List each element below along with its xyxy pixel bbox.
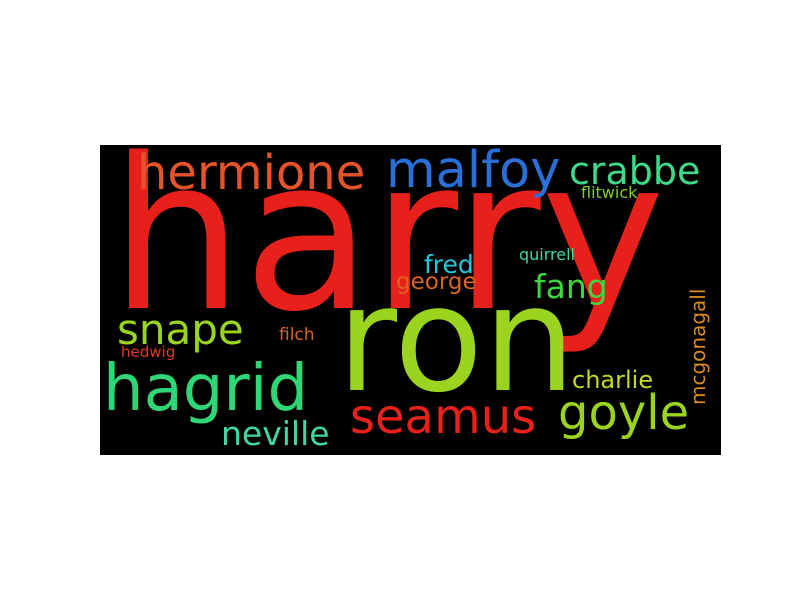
word-snape: snape [117,305,244,354]
word-neville: neville [221,414,330,453]
word-hedwig: hedwig [121,343,176,361]
word-goyle: goyle [558,385,690,441]
word-seamus: seamus [350,389,537,445]
word-charlie: charlie [572,366,654,394]
word-cloud: harry ron hermione malfoy crabbe flitwic… [100,145,721,455]
word-fang: fang [534,267,608,306]
word-george: george [396,269,477,295]
word-ron: ron [337,255,576,425]
word-malfoy: malfoy [386,145,561,200]
word-fred: fred [424,250,474,279]
word-harry: harry [110,145,666,358]
word-filch: filch [279,325,315,345]
word-quirrell: quirrell [519,245,575,264]
word-mcgonagall: mcgonagall [686,288,710,405]
word-hagrid: hagrid [103,352,309,426]
word-crabbe: crabbe [569,149,701,193]
word-hermione: hermione [137,145,366,201]
word-flitwick: flitwick [581,183,638,202]
